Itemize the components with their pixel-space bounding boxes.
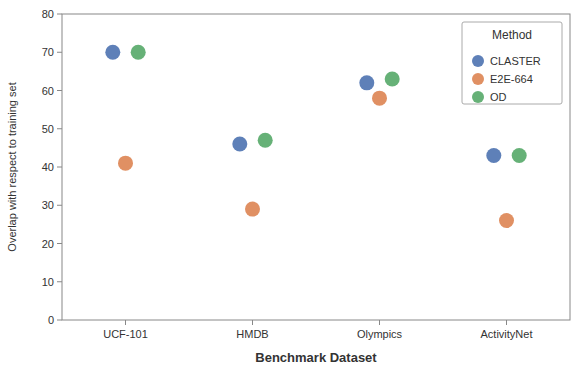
y-tick	[57, 90, 62, 91]
y-tick-label: 60	[42, 85, 54, 97]
y-tick-label: 50	[42, 123, 54, 135]
y-tick	[57, 243, 62, 244]
y-tick	[57, 167, 62, 168]
y-tick-label: 20	[42, 238, 54, 250]
plot-frame	[62, 14, 570, 320]
x-tick-label: HMDB	[236, 328, 268, 340]
y-tick-label: 0	[48, 314, 54, 326]
x-tick-label: UCF-101	[103, 328, 148, 340]
point	[499, 213, 514, 228]
y-tick-label: 70	[42, 46, 54, 58]
legend-swatch	[472, 55, 484, 67]
legend: Method CLASTER E2E-664 OD	[462, 22, 562, 104]
legend-label: OD	[490, 91, 507, 103]
point	[385, 72, 400, 87]
y-tick-label: 30	[42, 199, 54, 211]
y-tick-label: 40	[42, 161, 54, 173]
legend-swatch	[472, 91, 484, 103]
legend-frame	[462, 22, 562, 104]
x-tick	[379, 320, 380, 325]
x-tick	[252, 320, 253, 325]
x-axis-label: Benchmark Dataset	[255, 350, 377, 365]
x-tick	[125, 320, 126, 325]
x-tick-label: ActivityNet	[481, 328, 533, 340]
point	[372, 91, 387, 106]
chart: 0 10 20 30 40 50 60 70 80 UCF-101 HMDB Olympics Acti…	[0, 0, 584, 372]
legend-title: Method	[492, 28, 532, 42]
legend-label: CLASTER	[490, 55, 541, 67]
y-tick	[57, 205, 62, 206]
point	[118, 156, 133, 171]
legend-swatch	[472, 73, 484, 85]
y-tick	[57, 14, 62, 15]
legend-label: E2E-664	[490, 73, 533, 85]
point	[512, 148, 527, 163]
y-tick	[57, 281, 62, 282]
x-tick	[506, 320, 507, 325]
point	[258, 133, 273, 148]
y-tick	[57, 128, 62, 129]
point	[131, 45, 146, 60]
point	[359, 75, 374, 90]
y-tick	[57, 52, 62, 53]
y-axis-label: Overlap with respect to training set	[6, 82, 18, 251]
point	[245, 202, 260, 217]
point	[486, 148, 501, 163]
y-tick	[57, 320, 62, 321]
point	[232, 137, 247, 152]
y-tick-label: 80	[42, 8, 54, 20]
point	[105, 45, 120, 60]
x-tick-label: Olympics	[357, 328, 403, 340]
y-tick-label: 10	[42, 276, 54, 288]
